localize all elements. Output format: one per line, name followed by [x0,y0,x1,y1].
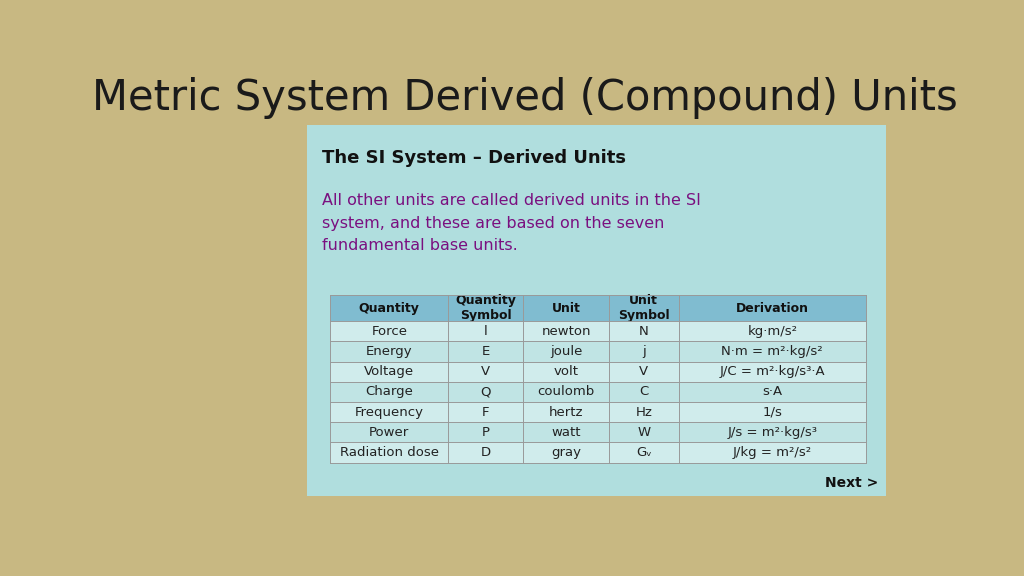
Text: coulomb: coulomb [538,385,595,399]
Text: j: j [642,345,645,358]
FancyBboxPatch shape [331,362,866,382]
Text: V: V [639,365,648,378]
Text: Derivation: Derivation [736,302,809,314]
Text: N: N [639,325,648,338]
Text: watt: watt [551,426,581,439]
Text: Energy: Energy [366,345,413,358]
Text: volt: volt [554,365,579,378]
Text: gray: gray [551,446,581,459]
Text: J/s = m²·kg/s³: J/s = m²·kg/s³ [727,426,817,439]
Text: E: E [481,345,489,358]
Text: Unit: Unit [552,302,581,314]
Text: J/kg = m²/s²: J/kg = m²/s² [733,446,812,459]
Text: s·A: s·A [762,385,782,399]
Text: W: W [637,426,650,439]
Text: Quantity
Symbol: Quantity Symbol [456,294,516,323]
Text: l: l [484,325,487,338]
Text: Metric System Derived (Compound) Units: Metric System Derived (Compound) Units [92,77,957,119]
Text: F: F [482,406,489,419]
Text: newton: newton [542,325,591,338]
Text: 1/s: 1/s [762,406,782,419]
Text: Frequency: Frequency [354,406,424,419]
FancyBboxPatch shape [331,402,866,422]
Text: Unit
Symbol: Unit Symbol [617,294,670,323]
Text: All other units are called derived units in the SI
system, and these are based o: All other units are called derived units… [323,194,701,253]
FancyBboxPatch shape [331,342,866,362]
Text: Quantity: Quantity [358,302,420,314]
Text: P: P [481,426,489,439]
FancyBboxPatch shape [331,422,866,442]
Text: joule: joule [550,345,583,358]
FancyBboxPatch shape [331,321,866,342]
Text: V: V [481,365,490,378]
FancyBboxPatch shape [306,124,886,496]
Text: Voltage: Voltage [365,365,415,378]
FancyBboxPatch shape [331,295,866,321]
FancyBboxPatch shape [331,442,866,463]
Text: Next >: Next > [824,476,878,491]
Text: D: D [480,446,490,459]
FancyBboxPatch shape [331,382,866,402]
Text: hertz: hertz [549,406,584,419]
Text: Hz: Hz [635,406,652,419]
Text: N·m = m²·kg/s²: N·m = m²·kg/s² [722,345,823,358]
Text: Radiation dose: Radiation dose [340,446,439,459]
Text: Q: Q [480,385,490,399]
Text: Force: Force [372,325,408,338]
Text: C: C [639,385,648,399]
Text: The SI System – Derived Units: The SI System – Derived Units [323,149,627,167]
Text: J/C = m²·kg/s³·A: J/C = m²·kg/s³·A [720,365,825,378]
Text: Power: Power [370,426,410,439]
Text: kg·m/s²: kg·m/s² [748,325,798,338]
Text: Gᵥ: Gᵥ [636,446,651,459]
Text: Charge: Charge [366,385,414,399]
